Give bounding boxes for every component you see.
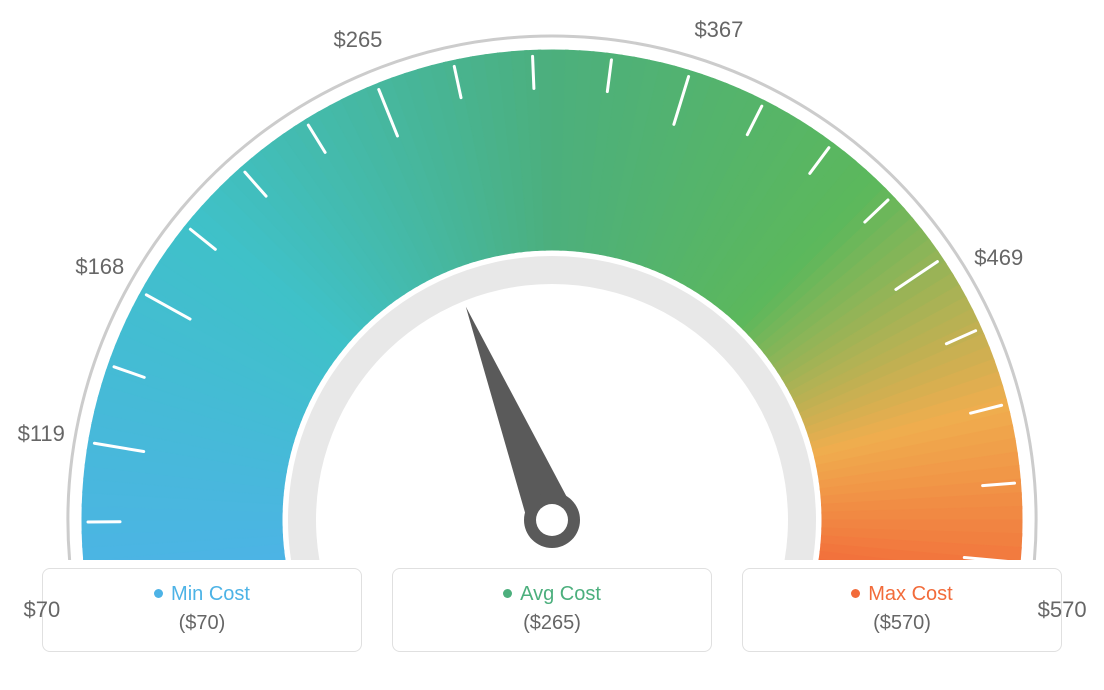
gauge-tick-label: $570	[1038, 597, 1087, 623]
legend-title-avg: Avg Cost	[393, 583, 711, 606]
gauge-tick-label: $70	[24, 597, 61, 623]
legend-title-max: Max Cost	[743, 583, 1061, 606]
legend-value-avg: ($265)	[393, 612, 711, 635]
legend-card-avg: Avg Cost ($265)	[392, 568, 712, 652]
gauge-tick-label: $119	[18, 421, 65, 447]
legend-value-min: ($70)	[43, 612, 361, 635]
legend-title-min: Min Cost	[43, 583, 361, 606]
gauge-svg	[0, 0, 1104, 560]
gauge-tick-label: $469	[974, 245, 1023, 271]
gauge-tick-label: $265	[333, 27, 382, 53]
gauge-tick-label: $168	[75, 254, 124, 280]
gauge-tick-label: $367	[694, 17, 743, 43]
cost-gauge: $70$119$168$265$367$469$570	[0, 0, 1104, 560]
legend-card-min: Min Cost ($70)	[42, 568, 362, 652]
legend-card-max: Max Cost ($570)	[742, 568, 1062, 652]
legend-value-max: ($570)	[743, 612, 1061, 635]
legend-row: Min Cost ($70) Avg Cost ($265) Max Cost …	[0, 568, 1104, 652]
